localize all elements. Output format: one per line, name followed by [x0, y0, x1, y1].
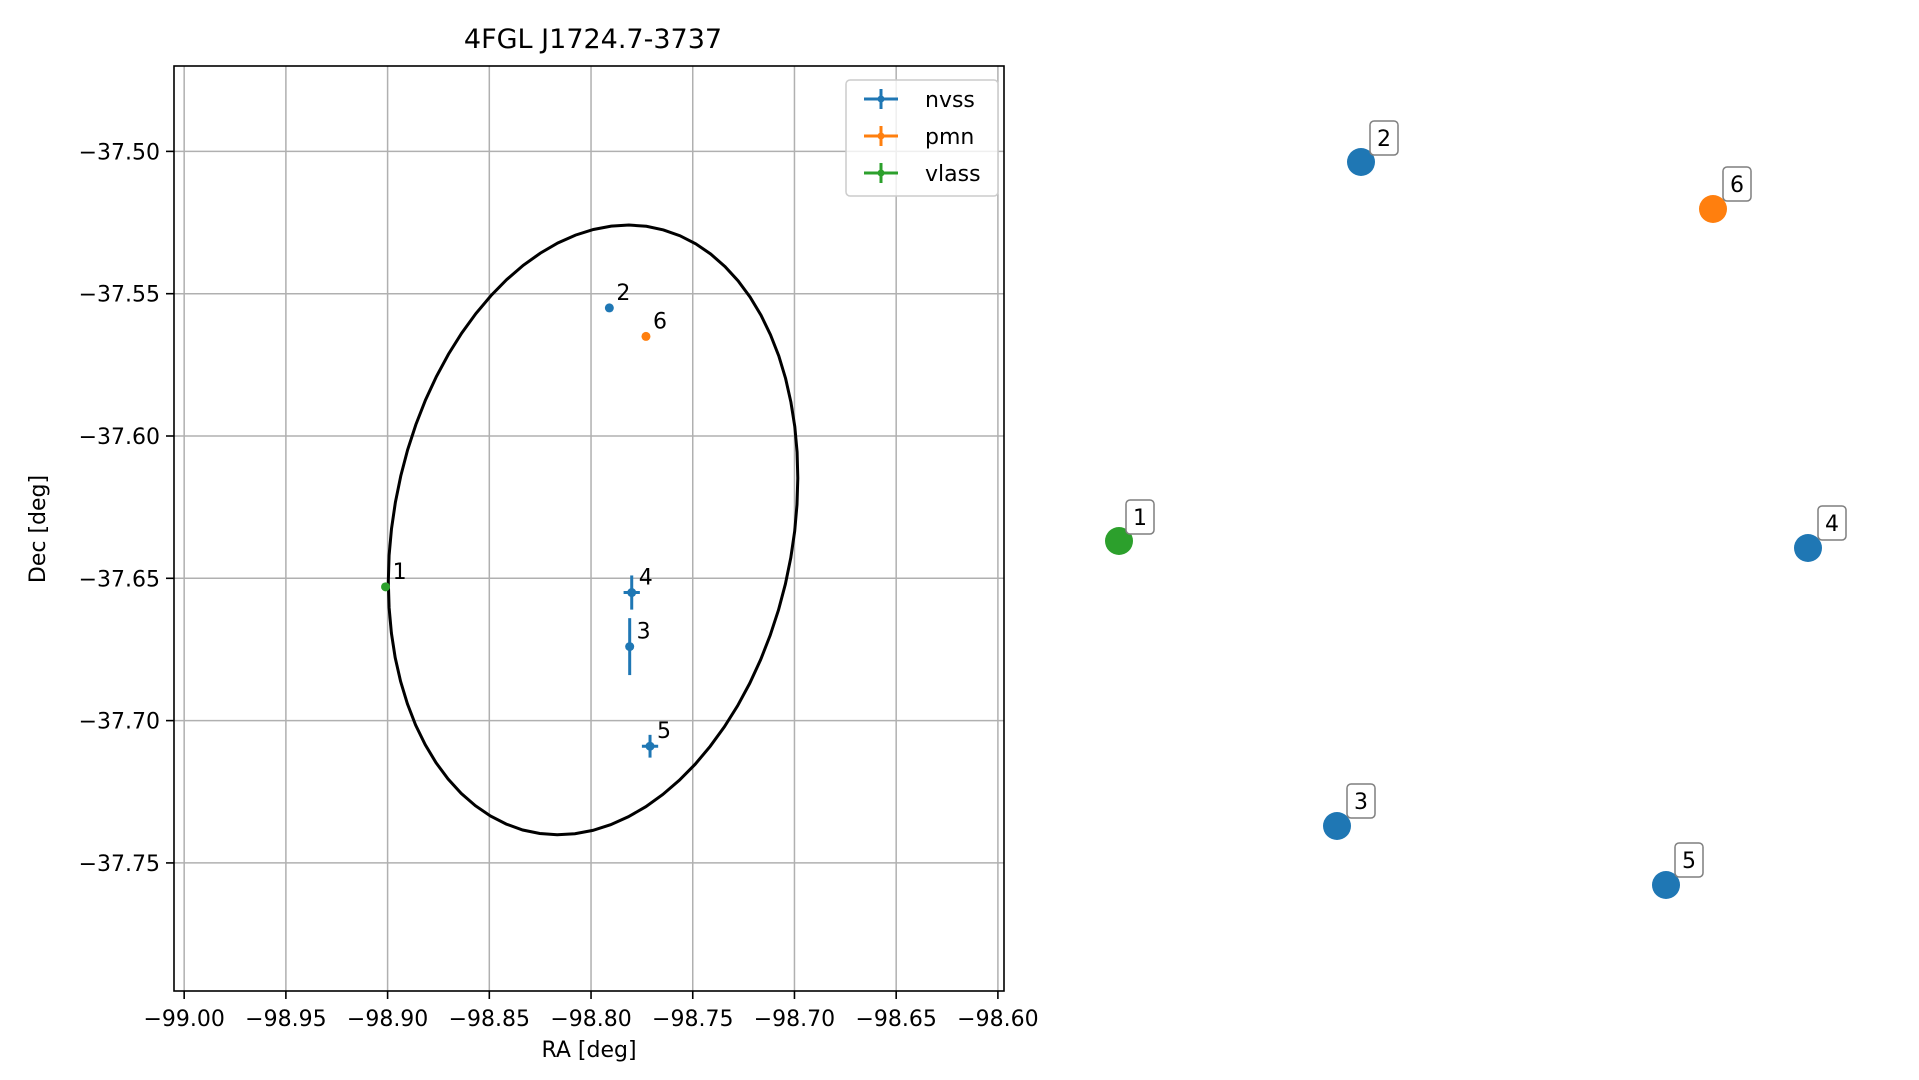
right-marker-4-label: 4: [1825, 512, 1839, 537]
x-tick-label: −99.00: [143, 1007, 224, 1032]
legend-label-vlass: vlass: [925, 162, 981, 187]
right-marker-2-label: 2: [1377, 127, 1391, 152]
x-ticks: −99.00 −98.95 −98.90 −98.85 −98.80 −98.75 −98.…: [143, 991, 1039, 1032]
point-marker: [381, 582, 391, 592]
point-label: 6: [653, 309, 667, 334]
data-point-nvss-2: 2: [604, 281, 630, 313]
y-tick-label: −37.50: [79, 140, 160, 165]
y-tick-label: −37.70: [79, 710, 160, 735]
point-label: 3: [637, 620, 651, 645]
right-marker-6-dot: [1699, 195, 1727, 223]
right-marker-3-label: 3: [1354, 790, 1368, 815]
legend-label-pmn: pmn: [925, 125, 974, 150]
right-marker-4: 4: [1794, 505, 1847, 562]
right-panel: 1 2 3 4 5 6: [1105, 120, 1847, 899]
y-axis-label: Dec [deg]: [26, 475, 51, 583]
chart-title: 4FGL J1724.7-3737: [464, 24, 722, 55]
x-tick-label: −98.80: [550, 1007, 631, 1032]
legend-box: [845, 79, 999, 197]
right-marker-5-dot: [1652, 871, 1680, 899]
x-tick-label: −98.95: [245, 1007, 326, 1032]
right-marker-2-dot: [1347, 148, 1375, 176]
x-tick-label: −98.75: [652, 1007, 733, 1032]
x-tick-label: −98.70: [754, 1007, 835, 1032]
right-marker-3-dot: [1323, 812, 1351, 840]
x-tick-label: −98.60: [957, 1007, 1038, 1032]
legend-item-vlass: vlass: [864, 162, 981, 187]
right-marker-5-label: 5: [1682, 849, 1696, 874]
right-marker-6-label: 6: [1730, 173, 1744, 198]
plot-frame: [173, 65, 1005, 992]
right-marker-3: 3: [1323, 783, 1376, 840]
legend: nvss pmn vlass: [845, 79, 999, 197]
point-label: 5: [657, 719, 671, 744]
data-point-nvss-4: 4: [623, 566, 653, 610]
point-marker: [645, 741, 655, 751]
y-tick-label: −37.65: [79, 567, 160, 592]
x-tick-label: −98.90: [347, 1007, 428, 1032]
data-point-nvss-5: 5: [641, 719, 671, 758]
point-marker: [604, 303, 614, 313]
data-point-pmn-6: 6: [641, 309, 667, 341]
right-marker-6: 6: [1699, 166, 1752, 223]
y-tick-label: −37.55: [79, 283, 160, 308]
point-label: 4: [639, 566, 653, 591]
y-tick-label: −37.75: [79, 852, 160, 877]
error-ellipse: [386, 223, 800, 837]
point-marker: [625, 642, 635, 652]
legend-item-pmn: pmn: [864, 125, 974, 150]
point-label: 1: [393, 560, 407, 585]
point-marker: [641, 331, 651, 341]
point-label: 2: [616, 281, 630, 306]
data-points: 2 4 3 5 6 1: [381, 281, 671, 758]
right-marker-5: 5: [1652, 842, 1704, 899]
point-marker: [627, 588, 637, 598]
x-axis-label: RA [deg]: [541, 1038, 636, 1063]
right-marker-1: 1: [1105, 499, 1155, 555]
data-point-vlass-1: 1: [381, 560, 407, 592]
right-marker-1-dot: [1105, 527, 1133, 555]
x-tick-label: −98.65: [855, 1007, 936, 1032]
legend-item-nvss: nvss: [864, 88, 975, 113]
error-ellipse-path: [386, 223, 800, 837]
right-marker-1-label: 1: [1133, 506, 1147, 531]
x-tick-label: −98.85: [449, 1007, 530, 1032]
left-chart: 4FGL J1724.7-3737 2 4 3 5 6 1 −99.00 −98.95 −98…: [26, 24, 1039, 1063]
y-ticks: −37.50 −37.55 −37.60 −37.65 −37.70 −37.75: [79, 140, 174, 877]
right-marker-2: 2: [1347, 120, 1399, 176]
y-tick-label: −37.60: [79, 425, 160, 450]
right-marker-4-dot: [1794, 534, 1822, 562]
data-point-nvss-3: 3: [625, 618, 651, 676]
legend-label-nvss: nvss: [925, 88, 975, 113]
